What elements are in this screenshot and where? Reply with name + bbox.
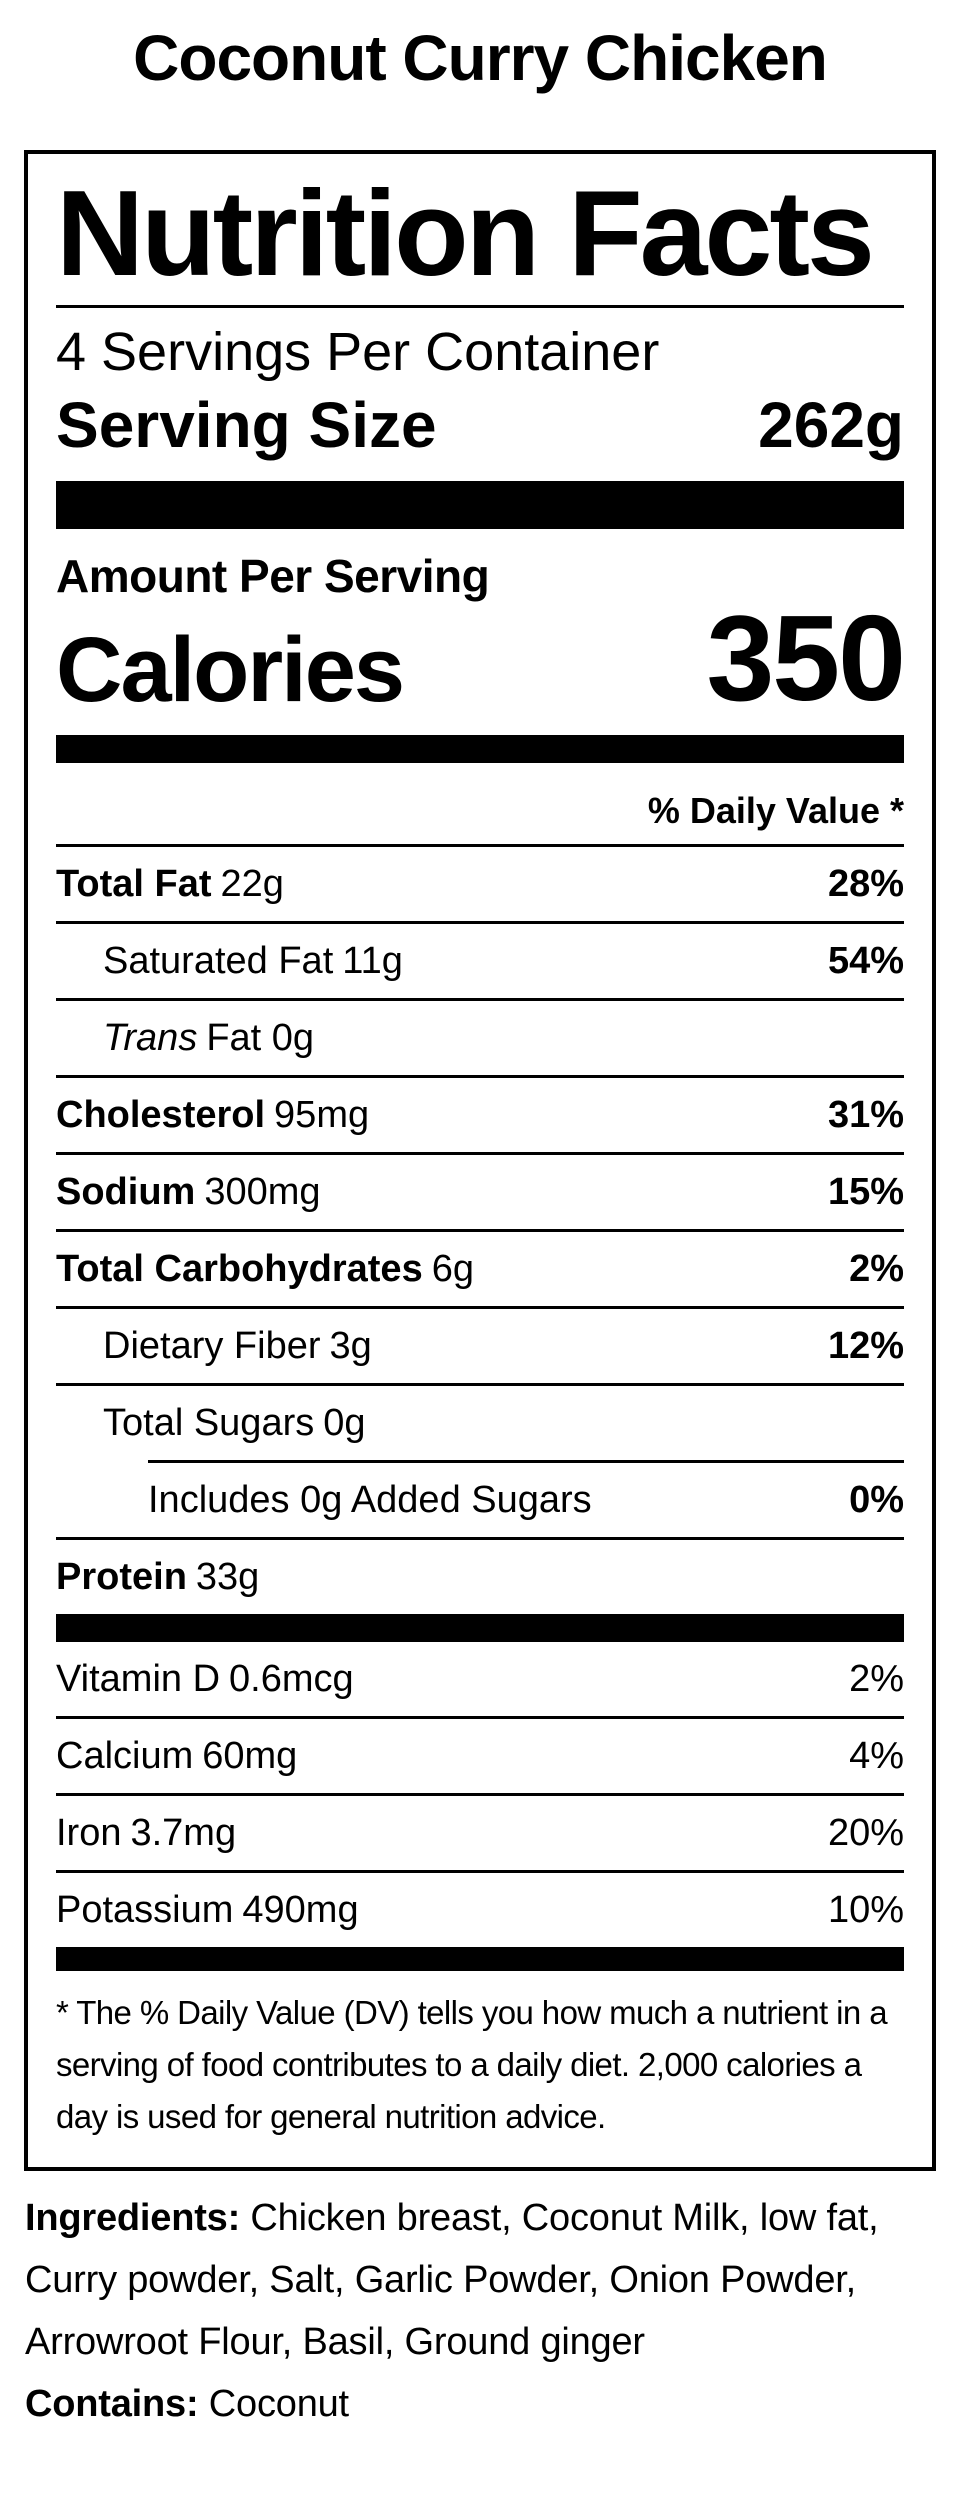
- serving-size-label: Serving Size: [56, 389, 437, 462]
- nutrient-pct: 4%: [849, 1735, 904, 1778]
- nutrient-label: Vitamin D 0.6mcg: [56, 1658, 354, 1701]
- serving-size-value: 262g: [758, 389, 904, 462]
- nutrient-label: Trans Fat 0g: [103, 1017, 315, 1060]
- contains-label: Contains:: [25, 2383, 199, 2426]
- footnote-line: serving of food contributes to a daily d…: [56, 2046, 862, 2084]
- nutrient-pct: 2%: [849, 1248, 904, 1291]
- section-bar: [56, 734, 904, 763]
- nutrient-row-total-fat: Total Fat 22g 28%: [56, 847, 904, 925]
- calories-value: 350: [706, 590, 906, 727]
- page-title: Coconut Curry Chicken: [133, 22, 828, 94]
- nutrient-label: Sodium 300mg: [56, 1171, 321, 1214]
- nutrient-label: Saturated Fat 11g: [103, 940, 403, 983]
- nutrient-pct: 20%: [827, 1812, 904, 1855]
- indented-divider-rule: [148, 1460, 904, 1464]
- calories-label: Calories: [56, 619, 405, 722]
- section-bar: [56, 480, 904, 529]
- nutrient-label: Iron 3.7mg: [56, 1812, 237, 1855]
- nutrient-pct: 10%: [827, 1889, 904, 1932]
- divider-rule: [56, 305, 904, 309]
- footnote-line: day is used for general nutrition advice…: [56, 2098, 606, 2136]
- nutrient-pct: 0%: [849, 1479, 904, 1522]
- ingredients-block: Ingredients: Chicken breast, Coconut Mil…: [25, 2187, 936, 2435]
- nutrient-pct: 12%: [827, 1325, 904, 1368]
- nutrient-label: Cholesterol 95mg: [56, 1094, 370, 1137]
- nutrient-row-added-sugars: Includes 0g Added Sugars 0%: [56, 1463, 904, 1541]
- amount-per-serving-label: Amount Per Serving: [56, 549, 490, 602]
- nutrient-label: Total Carbohydrates 6g: [56, 1248, 474, 1291]
- nutrient-row-total-sugars: Total Sugars 0g: [56, 1386, 904, 1460]
- nutrient-pct: 2%: [849, 1658, 904, 1701]
- nutrient-label: Total Fat 22g: [56, 863, 284, 906]
- nutrient-row-saturated-fat: Saturated Fat 11g 54%: [56, 924, 904, 1002]
- nutrition-facts-label: Nutrition Facts 4 Servings Per Container…: [24, 149, 936, 2172]
- contains-text: Coconut: [198, 2383, 349, 2426]
- nutrient-row-vitamin-d: Vitamin D 0.6mcg 2%: [56, 1642, 904, 1720]
- nutrient-label: Dietary Fiber 3g: [103, 1325, 372, 1368]
- serving-size-row: Serving Size 262g: [56, 389, 904, 463]
- nutrient-row-calcium: Calcium 60mg 4%: [56, 1719, 904, 1797]
- nutrient-row-total-carbohydrates: Total Carbohydrates 6g 2%: [56, 1232, 904, 1310]
- nutrient-label: Calcium 60mg: [56, 1735, 298, 1778]
- nutrient-label: Includes 0g Added Sugars: [148, 1479, 592, 1522]
- calories-row: Calories 350: [56, 590, 906, 727]
- section-bar: [56, 1947, 904, 1972]
- ingredients-list: Ingredients: Chicken breast, Coconut Mil…: [25, 2187, 936, 2373]
- nutrient-row-dietary-fiber: Dietary Fiber 3g 12%: [56, 1309, 904, 1387]
- nutrient-pct: 15%: [827, 1171, 904, 1214]
- daily-value-footnote: * The % Daily Value (DV) tells you how m…: [56, 1971, 904, 2167]
- nutrient-label: Protein 33g: [56, 1556, 260, 1599]
- footnote-line: * The % Daily Value (DV) tells you how m…: [56, 1994, 888, 2032]
- nutrient-pct: 54%: [827, 940, 904, 983]
- nutrient-row-potassium: Potassium 490mg 10%: [56, 1873, 904, 1947]
- nutrient-row-protein: Protein 33g: [56, 1540, 904, 1614]
- nutrient-row-trans-fat: Trans Fat 0g: [56, 1001, 904, 1079]
- servings-per-container: 4 Servings Per Container: [56, 322, 660, 383]
- ingredients-text: Chicken breast, Coconut Milk, low fat, C…: [25, 2197, 879, 2364]
- nutrient-label: Total Sugars 0g: [103, 1402, 366, 1445]
- nutrient-label: Potassium 490mg: [56, 1889, 359, 1932]
- nutrient-row-iron: Iron 3.7mg 20%: [56, 1796, 904, 1874]
- nutrient-pct: 28%: [827, 863, 904, 906]
- daily-value-header: % Daily Value *: [647, 789, 904, 831]
- section-bar: [56, 1614, 904, 1643]
- ingredients-label: Ingredients:: [25, 2197, 241, 2240]
- nutrient-row-cholesterol: Cholesterol 95mg 31%: [56, 1078, 904, 1156]
- divider-rule: [56, 844, 904, 848]
- nutrient-pct: 31%: [827, 1094, 904, 1137]
- contains-line: Contains: Coconut: [25, 2373, 936, 2435]
- nutrient-row-sodium: Sodium 300mg 15%: [56, 1155, 904, 1233]
- nutrition-facts-heading: Nutrition Facts: [56, 164, 875, 301]
